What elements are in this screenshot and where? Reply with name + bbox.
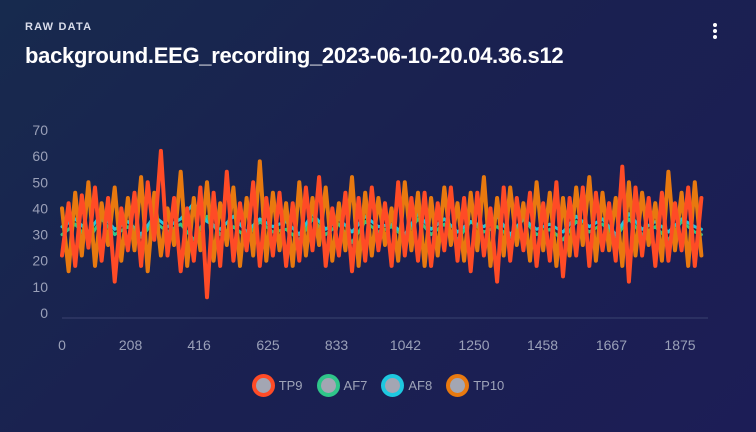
legend-marker-icon (316, 374, 340, 397)
series-line-tp9 (60, 148, 704, 300)
x-tick-label: 625 (256, 337, 280, 353)
y-tick-label: 70 (32, 122, 48, 138)
x-tick-label: 1250 (458, 337, 489, 353)
legend-item-af7[interactable]: AF7 (316, 374, 368, 397)
menu-dot (713, 23, 717, 27)
x-tick-label: 1042 (390, 337, 421, 353)
page-title: background.EEG_recording_2023-06-10-20.0… (25, 43, 564, 68)
y-tick-label: 10 (32, 279, 48, 295)
legend-item-af8[interactable]: AF8 (381, 374, 432, 397)
x-axis: 0 208 416 625 833 1042 1250 1458 1667 1875 (58, 337, 696, 353)
menu-dot (713, 35, 717, 39)
menu-dot (713, 29, 717, 33)
x-tick-label: 416 (187, 337, 211, 353)
y-tick-label: 60 (32, 148, 48, 164)
legend-item-tp9[interactable]: TP9 (251, 374, 303, 397)
legend-marker-icon (381, 374, 405, 397)
chart-legend: TP9 AF7 AF8 TP10 (0, 374, 756, 397)
x-tick-label: 1458 (527, 337, 558, 353)
legend-label: AF7 (343, 378, 368, 393)
legend-marker-icon (251, 374, 275, 397)
legend-label: TP10 (473, 378, 505, 393)
legend-item-tp10[interactable]: TP10 (446, 374, 504, 397)
y-axis: 0 10 20 30 40 50 60 70 (32, 122, 48, 321)
legend-label: TP9 (278, 378, 303, 393)
plot-area (60, 148, 704, 300)
more-vertical-icon[interactable] (704, 18, 726, 44)
y-tick-label: 30 (32, 227, 48, 243)
y-tick-label: 0 (40, 305, 48, 321)
x-tick-label: 208 (119, 337, 143, 353)
x-tick-label: 833 (325, 337, 349, 353)
legend-label: AF8 (408, 378, 433, 393)
x-tick-label: 0 (58, 337, 66, 353)
section-eyebrow: RAW DATA (25, 21, 93, 33)
x-tick-label: 1667 (596, 337, 627, 353)
y-tick-label: 50 (32, 174, 48, 190)
y-tick-label: 20 (32, 253, 48, 269)
legend-marker-icon (446, 374, 470, 397)
y-tick-label: 40 (32, 200, 48, 216)
x-tick-label: 1875 (664, 337, 695, 353)
card-header: RAW DATA background.EEG_recording_2023-0… (25, 18, 736, 69)
